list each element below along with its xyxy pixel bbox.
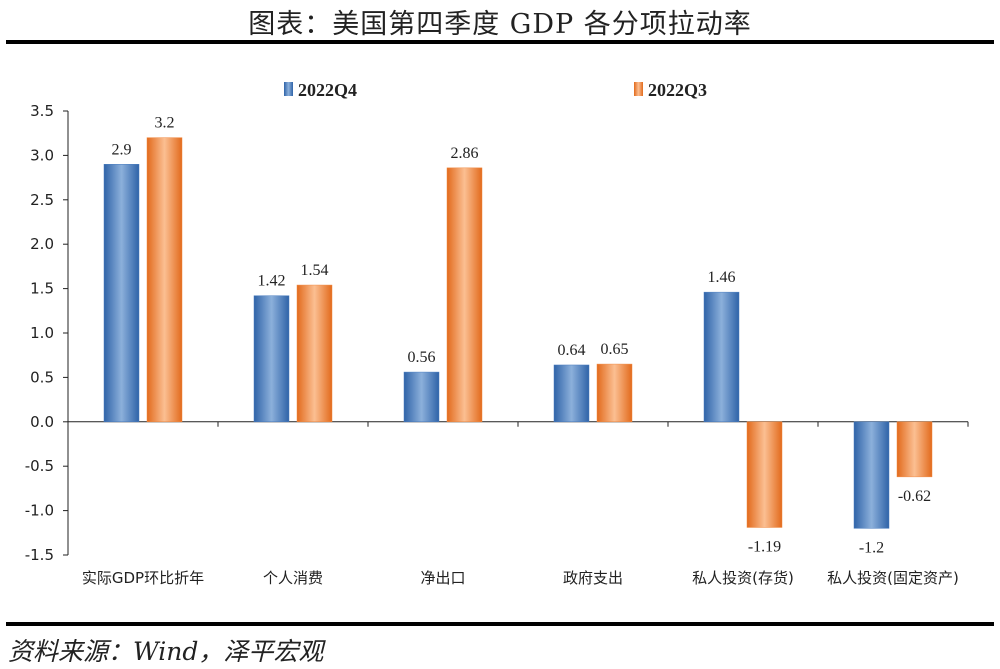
data-label: 0.56	[408, 349, 436, 366]
y-tick-label: 3.5	[30, 102, 54, 120]
data-label: -1.19	[748, 538, 781, 555]
category-label: 净出口	[420, 569, 465, 587]
legend-label-2022q4: 2022Q4	[298, 80, 357, 100]
bar-2022q3-2	[446, 167, 483, 423]
data-label: 0.64	[558, 342, 586, 359]
category-label: 私人投资(固定资产)	[827, 569, 959, 587]
bottom-rule	[6, 622, 994, 626]
bar-2022q4-5	[853, 421, 890, 529]
legend-label-2022q3: 2022Q3	[648, 80, 707, 100]
bar-2022q3-0	[146, 137, 183, 423]
data-label: 1.54	[301, 262, 329, 279]
y-tick-label: 2.0	[30, 235, 54, 253]
data-label: 2.9	[112, 141, 132, 158]
axes: 3.5 3.0 2.5 2.0 1.5 1.0 0.5 0.0 -0.5 -1.0 -1.5	[25, 102, 969, 564]
data-label: 3.2	[155, 115, 175, 132]
data-label: 1.42	[258, 273, 286, 290]
y-tick-label: 1.5	[30, 280, 54, 298]
bars	[103, 137, 933, 529]
data-label: 1.46	[708, 269, 736, 286]
data-label: 2.86	[451, 145, 479, 162]
category-label: 个人消费	[263, 569, 323, 587]
y-tick-label: -1.5	[25, 546, 54, 564]
bar-2022q4-2	[403, 371, 440, 423]
y-tick-label: 2.5	[30, 191, 54, 209]
legend: 2022Q4 2022Q3	[284, 80, 707, 100]
legend-swatch-2022q4	[284, 82, 293, 96]
y-tick-label: 1.0	[30, 324, 54, 342]
bar-2022q4-0	[103, 164, 140, 423]
top-rule	[6, 40, 994, 44]
source-note: 资料来源：Wind，泽平宏观	[8, 637, 324, 666]
chart-title: 图表：美国第四季度 GDP 各分项拉动率	[248, 9, 752, 40]
bar-2022q4-4	[703, 291, 740, 423]
category-label: 政府支出	[563, 569, 623, 587]
category-label: 私人投资(存货)	[692, 569, 794, 587]
bar-2022q3-5	[896, 421, 933, 478]
bar-2022q3-4	[746, 421, 783, 528]
data-labels: 实际GDP环比折年 2.9 3.2 个人消费 1.42 1.54 净出口 0.56 2.86 政府…	[82, 115, 959, 587]
bar-2022q4-3	[553, 364, 590, 423]
y-tick-label: -0.5	[25, 457, 54, 475]
y-tick-label: 0.5	[30, 368, 54, 386]
bar-chart: 2022Q4 2022Q3 3.5 3.0 2.5 2.0 1.5 1.0 0.5 0.0 -0…	[25, 80, 969, 587]
category-label: 实际GDP环比折年	[82, 569, 204, 587]
data-label: -1.2	[859, 539, 884, 556]
bar-2022q3-1	[296, 284, 333, 423]
bar-2022q4-1	[253, 295, 290, 423]
y-tick-label: 0.0	[30, 413, 54, 431]
y-tick-label: -1.0	[25, 502, 54, 520]
bar-2022q3-3	[596, 363, 633, 423]
y-tick-label: 3.0	[30, 146, 54, 164]
legend-swatch-2022q3	[634, 82, 643, 96]
data-label: -0.62	[898, 488, 931, 505]
data-label: 0.65	[601, 341, 629, 358]
